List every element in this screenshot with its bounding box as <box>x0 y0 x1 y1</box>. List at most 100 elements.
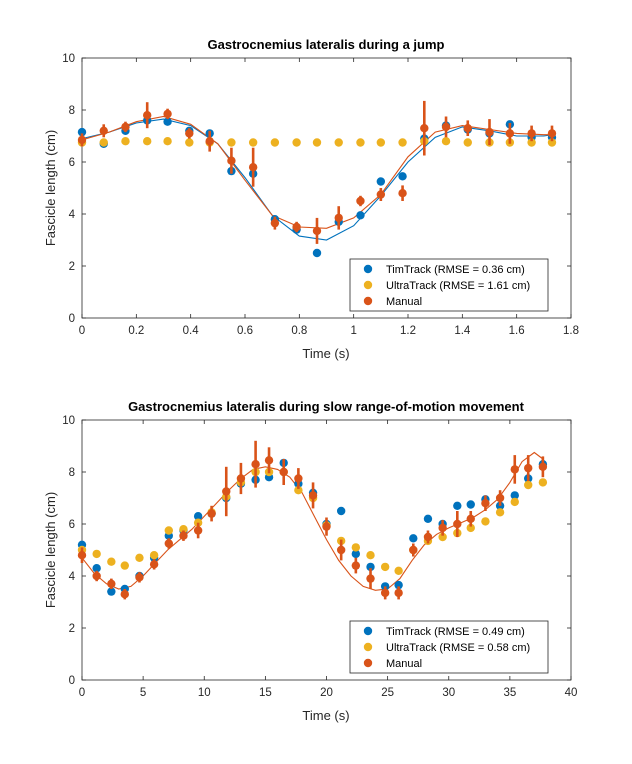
timtrack-point <box>163 117 172 126</box>
manual-point <box>308 491 318 500</box>
chart-title: Gastrocnemius lateralis during slow rang… <box>128 399 525 414</box>
manual-point <box>538 462 548 471</box>
timtrack-point <box>510 491 519 500</box>
y-tick-label: 4 <box>69 571 76 583</box>
manual-point <box>510 465 519 474</box>
ultratrack-point <box>394 566 403 575</box>
x-tick-label: 1.4 <box>454 325 471 337</box>
manual-point <box>420 124 429 133</box>
x-tick-label: 35 <box>503 687 516 699</box>
manual-point <box>547 129 557 138</box>
ultratrack-point <box>185 138 194 147</box>
legend-label: UltraTrack (RMSE = 1.61 cm) <box>386 280 530 292</box>
x-tick-label: 40 <box>565 687 578 699</box>
y-tick-label: 10 <box>62 53 75 65</box>
manual-point <box>205 137 214 146</box>
ultratrack-point <box>312 138 322 147</box>
manual-point <box>135 573 144 582</box>
manual-point <box>77 551 87 560</box>
ultratrack-point <box>438 532 447 542</box>
ultratrack-point <box>463 138 472 147</box>
ultratrack-point <box>495 508 505 517</box>
x-tick-label: 20 <box>320 687 333 699</box>
ultratrack-point <box>441 137 451 146</box>
legend-label: TimTrack (RMSE = 0.36 cm) <box>386 264 525 276</box>
manual-point <box>164 539 173 548</box>
manual-point <box>121 122 130 132</box>
timtrack-legend-marker <box>363 264 373 274</box>
manual-point <box>264 456 274 465</box>
timtrack-point <box>356 211 365 220</box>
data-marks <box>77 440 548 600</box>
x-tick-label: 0.8 <box>291 325 307 337</box>
manual-point <box>149 560 159 569</box>
x-tick-label: 15 <box>259 687 272 699</box>
ultratrack-point <box>292 138 301 147</box>
x-tick-label: 0.2 <box>128 325 144 337</box>
manual-point <box>163 109 172 119</box>
plot-area <box>81 57 572 319</box>
manual-legend-marker <box>363 296 373 306</box>
ultratrack-legend-marker <box>363 642 373 652</box>
timtrack-point <box>366 562 375 572</box>
manual-point <box>236 474 246 483</box>
timtrack-point <box>193 512 203 521</box>
x-tick-label: 1 <box>350 325 356 337</box>
manual-point <box>524 463 533 473</box>
manual-point <box>466 514 475 523</box>
ultratrack-point <box>227 138 236 147</box>
ultratrack-point <box>510 497 519 507</box>
manual-point <box>270 218 280 228</box>
manual-point <box>398 189 407 198</box>
manual-point <box>322 522 331 531</box>
ultratrack-point <box>380 562 390 572</box>
legend-label: Manual <box>386 658 422 670</box>
x-tick-label: 10 <box>198 687 211 699</box>
legend-label: Manual <box>386 296 422 308</box>
manual-point <box>505 129 515 138</box>
manual-point <box>527 129 536 138</box>
x-tick-label: 30 <box>442 687 455 699</box>
timtrack-point <box>409 534 418 543</box>
manual-point <box>481 499 490 508</box>
y-tick-label: 4 <box>69 209 76 221</box>
x-tick-label: 5 <box>140 687 146 699</box>
timtrack-point <box>336 506 346 516</box>
manual-point <box>179 531 188 540</box>
manual-point <box>185 129 194 138</box>
y-tick-label: 6 <box>69 519 75 531</box>
legend: TimTrack (RMSE = 0.49 cm) UltraTrack (RMS… <box>349 620 549 674</box>
manual-point <box>294 474 303 483</box>
x-tick-label: 0 <box>79 687 85 699</box>
manual-point <box>99 126 108 135</box>
data-marks <box>77 100 557 258</box>
legend-box <box>349 258 549 312</box>
x-tick-label: 1.8 <box>563 325 579 337</box>
timtrack-point <box>92 564 101 573</box>
ultratrack-point <box>538 478 548 487</box>
manual-point <box>463 124 472 133</box>
ultratrack-point <box>481 517 490 526</box>
manual-point <box>366 574 375 583</box>
manual-point <box>495 493 505 503</box>
x-tick-label: 25 <box>381 687 394 699</box>
x-axis-label: Time (s) <box>302 346 349 361</box>
x-axis-label: Time (s) <box>302 708 349 723</box>
legend-label: TimTrack (RMSE = 0.49 cm) <box>386 626 525 638</box>
manual-point <box>376 190 386 199</box>
chart-title: Gastrocnemius lateralis during a jump <box>208 37 445 52</box>
manual-point <box>292 222 301 232</box>
y-tick-label: 2 <box>69 261 75 273</box>
ultratrack-point <box>334 138 343 147</box>
manual-legend-marker <box>363 658 373 668</box>
manual-point <box>409 545 418 555</box>
manual-point <box>336 545 346 555</box>
timtrack-legend-marker <box>363 626 373 636</box>
ultratrack-point <box>356 138 365 147</box>
manual-point <box>77 135 87 145</box>
y-tick-label: 10 <box>62 415 75 427</box>
legend-label: UltraTrack (RMSE = 0.58 cm) <box>386 642 530 654</box>
ultratrack-point <box>376 138 386 147</box>
timtrack-point <box>423 514 433 523</box>
manual-point <box>222 487 231 496</box>
